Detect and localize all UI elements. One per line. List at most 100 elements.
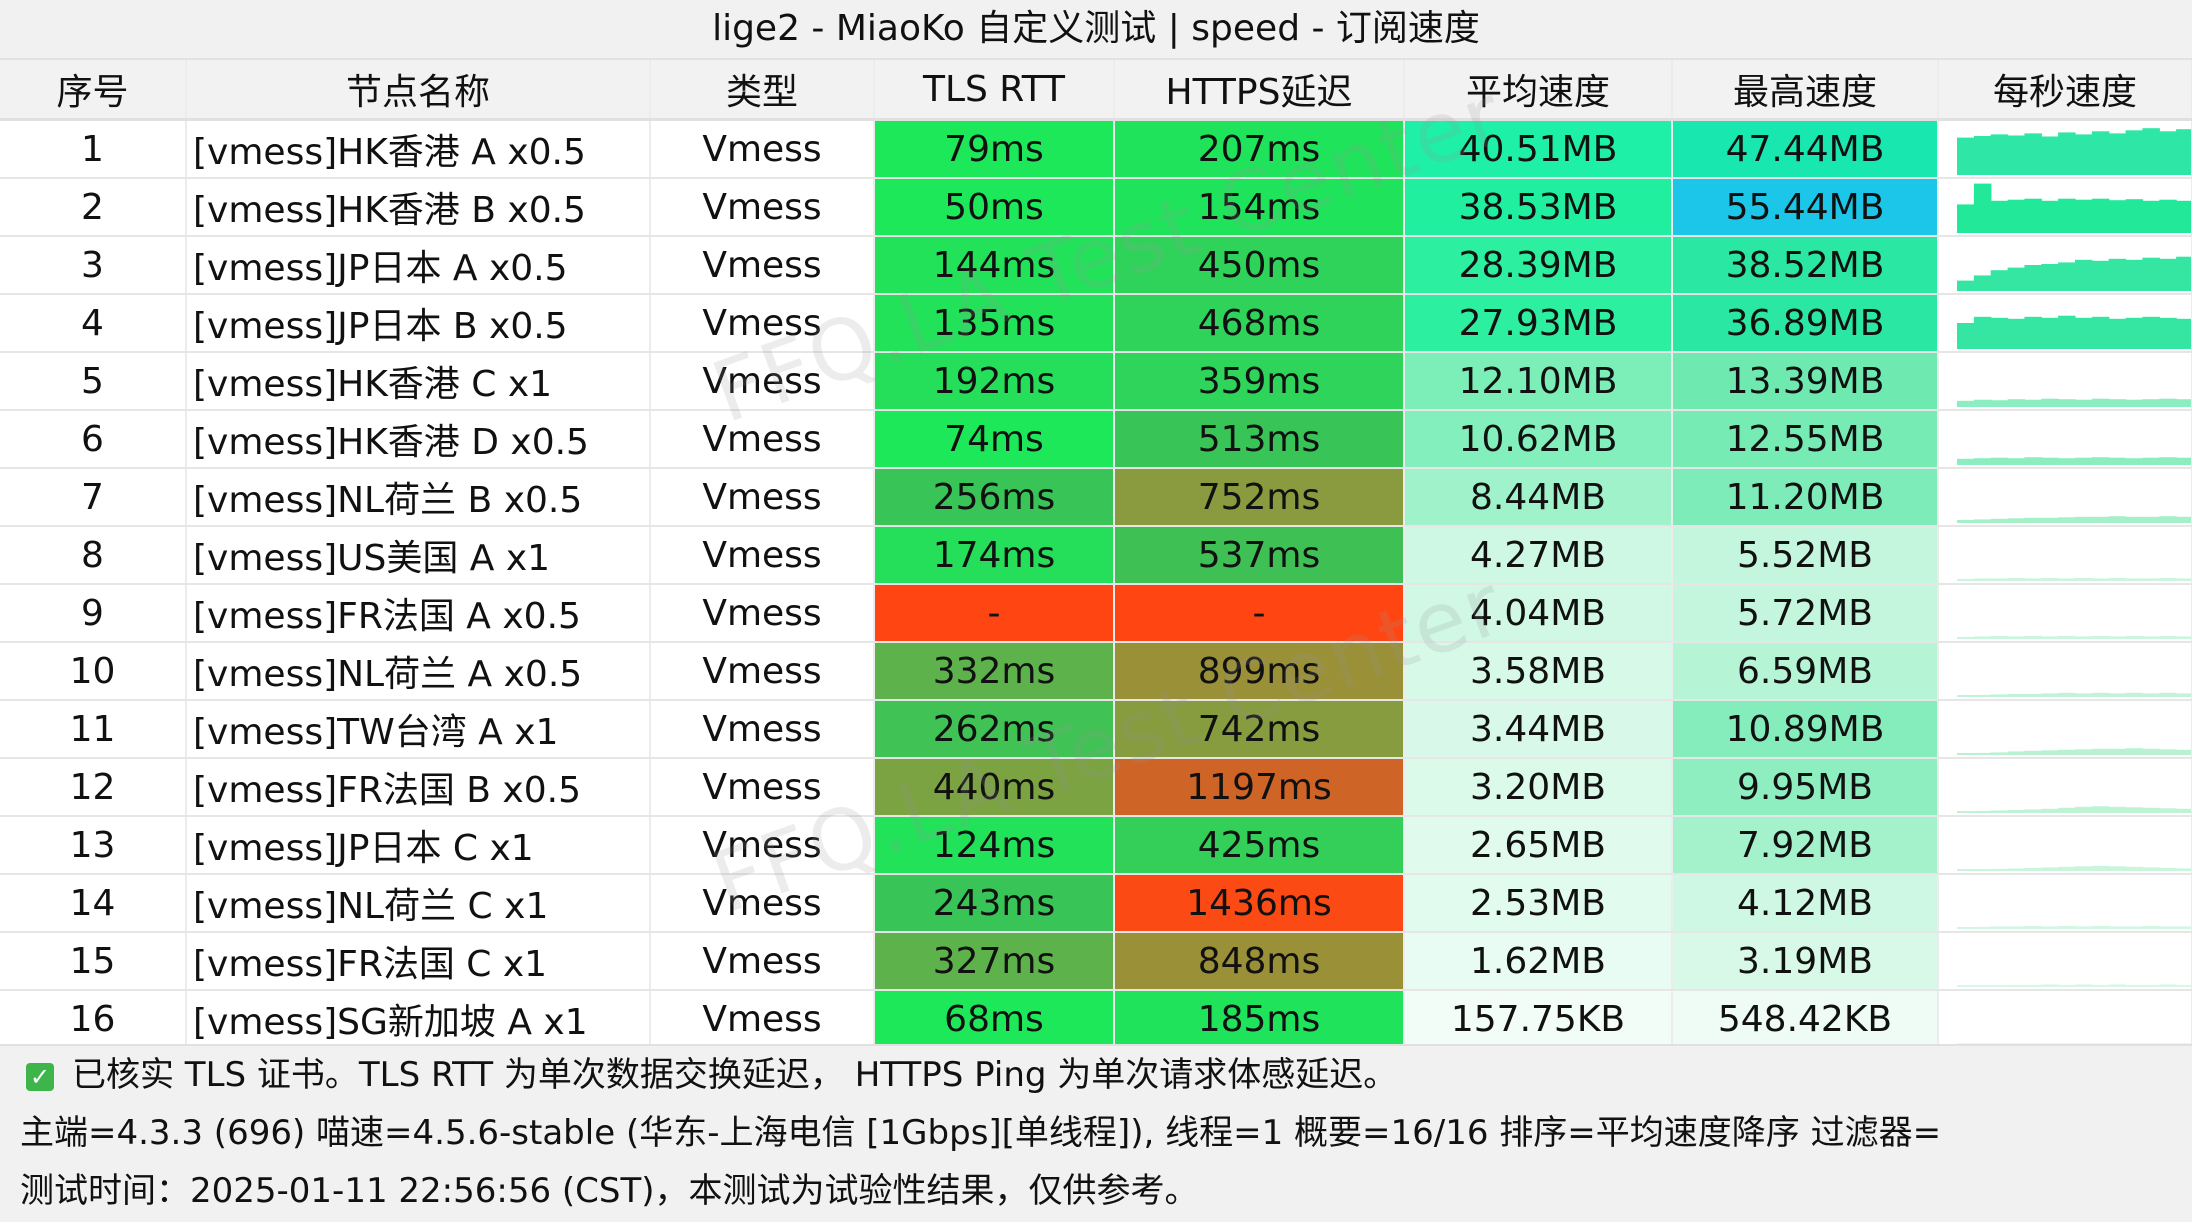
max-speed-cell: 3.19MB [1672, 932, 1939, 991]
speed-bar [2091, 925, 2110, 929]
per-second-speed-sparkline [1938, 119, 2192, 179]
speed-bar [2108, 133, 2127, 175]
https-latency-cell: 513ms [1114, 410, 1405, 469]
speed-bar [2024, 578, 2042, 581]
speed-bar [2024, 925, 2042, 929]
speed-bar [2108, 457, 2127, 465]
speed-bar [1990, 270, 2009, 291]
row-index: 14 [0, 874, 187, 933]
speed-bar [2159, 635, 2177, 639]
speed-bar [2108, 926, 2127, 929]
speed-bar [2125, 458, 2144, 465]
speed-bar [2041, 867, 2059, 871]
speed-bar [1990, 694, 2009, 697]
node-type: Vmess [650, 758, 875, 817]
speed-bar [2159, 926, 2177, 929]
speed-bar [2058, 807, 2076, 813]
speed-bar [2125, 399, 2144, 407]
speed-bar [1957, 811, 1975, 813]
col-type-header: 类型 [650, 60, 875, 121]
https-latency-cell: 450ms [1114, 236, 1405, 295]
avg-speed-cell: 4.27MB [1404, 526, 1673, 585]
node-name: [vmess]NL荷兰 C x1 [186, 874, 651, 933]
tls-rtt-cell: 79ms [874, 119, 1115, 179]
row-index: 16 [0, 990, 187, 1049]
speed-bar [2159, 516, 2177, 523]
speed-bar [2007, 693, 2026, 697]
table-row: 16 [vmess]SG新加坡 A x1 Vmess 68ms 185ms 157.75K… [0, 990, 2192, 1049]
tls-note: 已核实 TLS 证书。TLS RTT 为单次数据交换延迟， HTTPS Ping… [72, 1055, 1398, 1095]
speed-bar [2024, 316, 2042, 349]
avg-speed-cell: 27.93MB [1404, 294, 1673, 353]
node-name: [vmess]US美国 A x1 [186, 526, 651, 585]
avg-speed-cell: 157.75KB [1404, 990, 1673, 1049]
speed-bar [1957, 400, 1975, 407]
https-latency-cell: 1436ms [1114, 874, 1405, 933]
https-latency-cell: 752ms [1114, 468, 1405, 527]
speed-bar [2159, 577, 2177, 581]
speed-bar [2142, 636, 2160, 639]
speed-bar [2142, 128, 2160, 175]
per-second-speed-sparkline [1938, 700, 2192, 759]
speed-bar [1973, 399, 1992, 407]
speed-bar [1990, 400, 2009, 407]
speed-bar [2142, 867, 2160, 871]
speed-bar [2007, 458, 2026, 465]
speed-bar [2176, 318, 2190, 349]
table-row: 10 [vmess]NL荷兰 A x0.5 Vmess 332ms 899ms 3.58M… [0, 642, 2192, 701]
https-latency-cell: 537ms [1114, 526, 1405, 585]
row-index: 9 [0, 584, 187, 643]
speed-bar [1990, 810, 2009, 813]
speed-bar [2108, 636, 2127, 639]
node-name: [vmess]JP日本 A x0.5 [186, 236, 651, 295]
speed-bar [2091, 516, 2110, 523]
header-row: 序号 节点名称 类型 TLS RTT HTTPS延迟 平均速度 最高速度 每秒速度 [0, 60, 2192, 121]
speed-bar [2041, 317, 2059, 349]
speed-bar [2075, 636, 2093, 639]
node-type: Vmess [650, 990, 875, 1049]
speed-bar [2091, 131, 2110, 175]
speed-bar [2125, 578, 2144, 581]
speed-bar [2142, 925, 2160, 929]
speed-bar [2176, 693, 2190, 697]
max-speed-cell: 36.89MB [1672, 294, 1939, 353]
speed-bar [2091, 692, 2110, 697]
avg-speed-cell: 8.44MB [1404, 468, 1673, 527]
col-tls-rtt-header: TLS RTT [874, 60, 1115, 121]
speed-bar [2024, 693, 2042, 697]
speed-bar [1973, 985, 1992, 987]
max-speed-cell: 5.72MB [1672, 584, 1939, 643]
speed-bar [1973, 316, 1992, 349]
speed-bar [2024, 517, 2042, 523]
footer-line-1: ✓ 已核实 TLS 证书。TLS RTT 为单次数据交换延迟， HTTPS Pin… [0, 1046, 2192, 1104]
speed-bar [2176, 749, 2190, 755]
speed-bar [1957, 636, 1975, 639]
speed-bar [2024, 457, 2042, 465]
node-name: [vmess]HK香港 B x0.5 [186, 178, 651, 237]
speed-bar [1957, 204, 1975, 233]
speed-bar [2108, 399, 2127, 407]
col-https-latency-header: HTTPS延迟 [1114, 60, 1405, 121]
table-row: 7 [vmess]NL荷兰 B x0.5 Vmess 256ms 752ms 8.44MB… [0, 468, 2192, 527]
speed-bar [2142, 807, 2160, 813]
speed-bar [2041, 136, 2059, 175]
speed-bar [2125, 748, 2144, 755]
speed-bar [2176, 868, 2190, 871]
tls-rtt-cell: 135ms [874, 294, 1115, 353]
speed-bar [1990, 868, 2009, 871]
max-speed-cell: 55.44MB [1672, 178, 1939, 237]
speed-bar [2058, 692, 2076, 697]
table-body: 1 [vmess]HK香港 A x0.5 Vmess 79ms 207ms 40.51MB… [0, 119, 2192, 1049]
speed-bar [2075, 866, 2093, 871]
per-second-speed-sparkline [1938, 874, 2192, 933]
col-index-header: 序号 [0, 60, 187, 121]
per-second-speed-sparkline [1938, 816, 2192, 875]
row-index: 10 [0, 642, 187, 701]
speed-bar [2007, 984, 2026, 987]
speed-bar [2091, 457, 2110, 465]
speed-bar [2176, 399, 2190, 407]
node-name: [vmess]FR法国 C x1 [186, 932, 651, 991]
speed-bar [1973, 578, 1992, 581]
per-second-speed-sparkline [1938, 236, 2192, 295]
speed-bar [2058, 458, 2076, 465]
